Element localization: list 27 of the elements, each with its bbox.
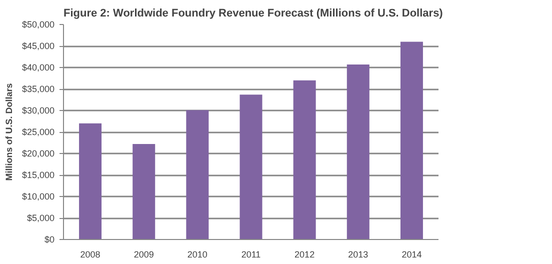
bar <box>186 110 209 240</box>
y-tick-label: $50,000 <box>22 20 55 30</box>
y-axis-title: Millions of U.S. Dollars <box>4 83 14 181</box>
y-tick-label: $35,000 <box>22 84 55 94</box>
y-tick-label: $30,000 <box>22 106 55 116</box>
bar <box>132 144 156 240</box>
y-tick-label: $20,000 <box>22 148 55 158</box>
bar <box>293 80 316 240</box>
bar <box>79 123 102 240</box>
x-tick-label: 2010 <box>187 250 208 260</box>
y-tick-label: $25,000 <box>22 127 55 137</box>
y-tick-label: $15,000 <box>22 170 55 180</box>
x-tick-label: 2008 <box>80 250 100 260</box>
x-tick-label: 2012 <box>294 250 315 260</box>
x-tick-label: 2013 <box>348 250 368 260</box>
x-tick-label: 2011 <box>241 250 261 260</box>
chart-title: Figure 2: Worldwide Foundry Revenue Forecast (Millions of U.S. Dollars) <box>64 8 444 20</box>
x-tick-label: 2014 <box>402 250 422 260</box>
bar <box>346 64 370 240</box>
y-tick-label: $0 <box>44 234 55 244</box>
y-tick-label: $40,000 <box>22 62 55 72</box>
x-tick-label: 2009 <box>134 250 154 260</box>
y-tick-label: $10,000 <box>22 192 55 202</box>
y-tick-label: $5,000 <box>26 213 55 223</box>
y-tick-label: $45,000 <box>22 41 55 51</box>
bar <box>400 42 423 240</box>
bar <box>240 94 262 240</box>
